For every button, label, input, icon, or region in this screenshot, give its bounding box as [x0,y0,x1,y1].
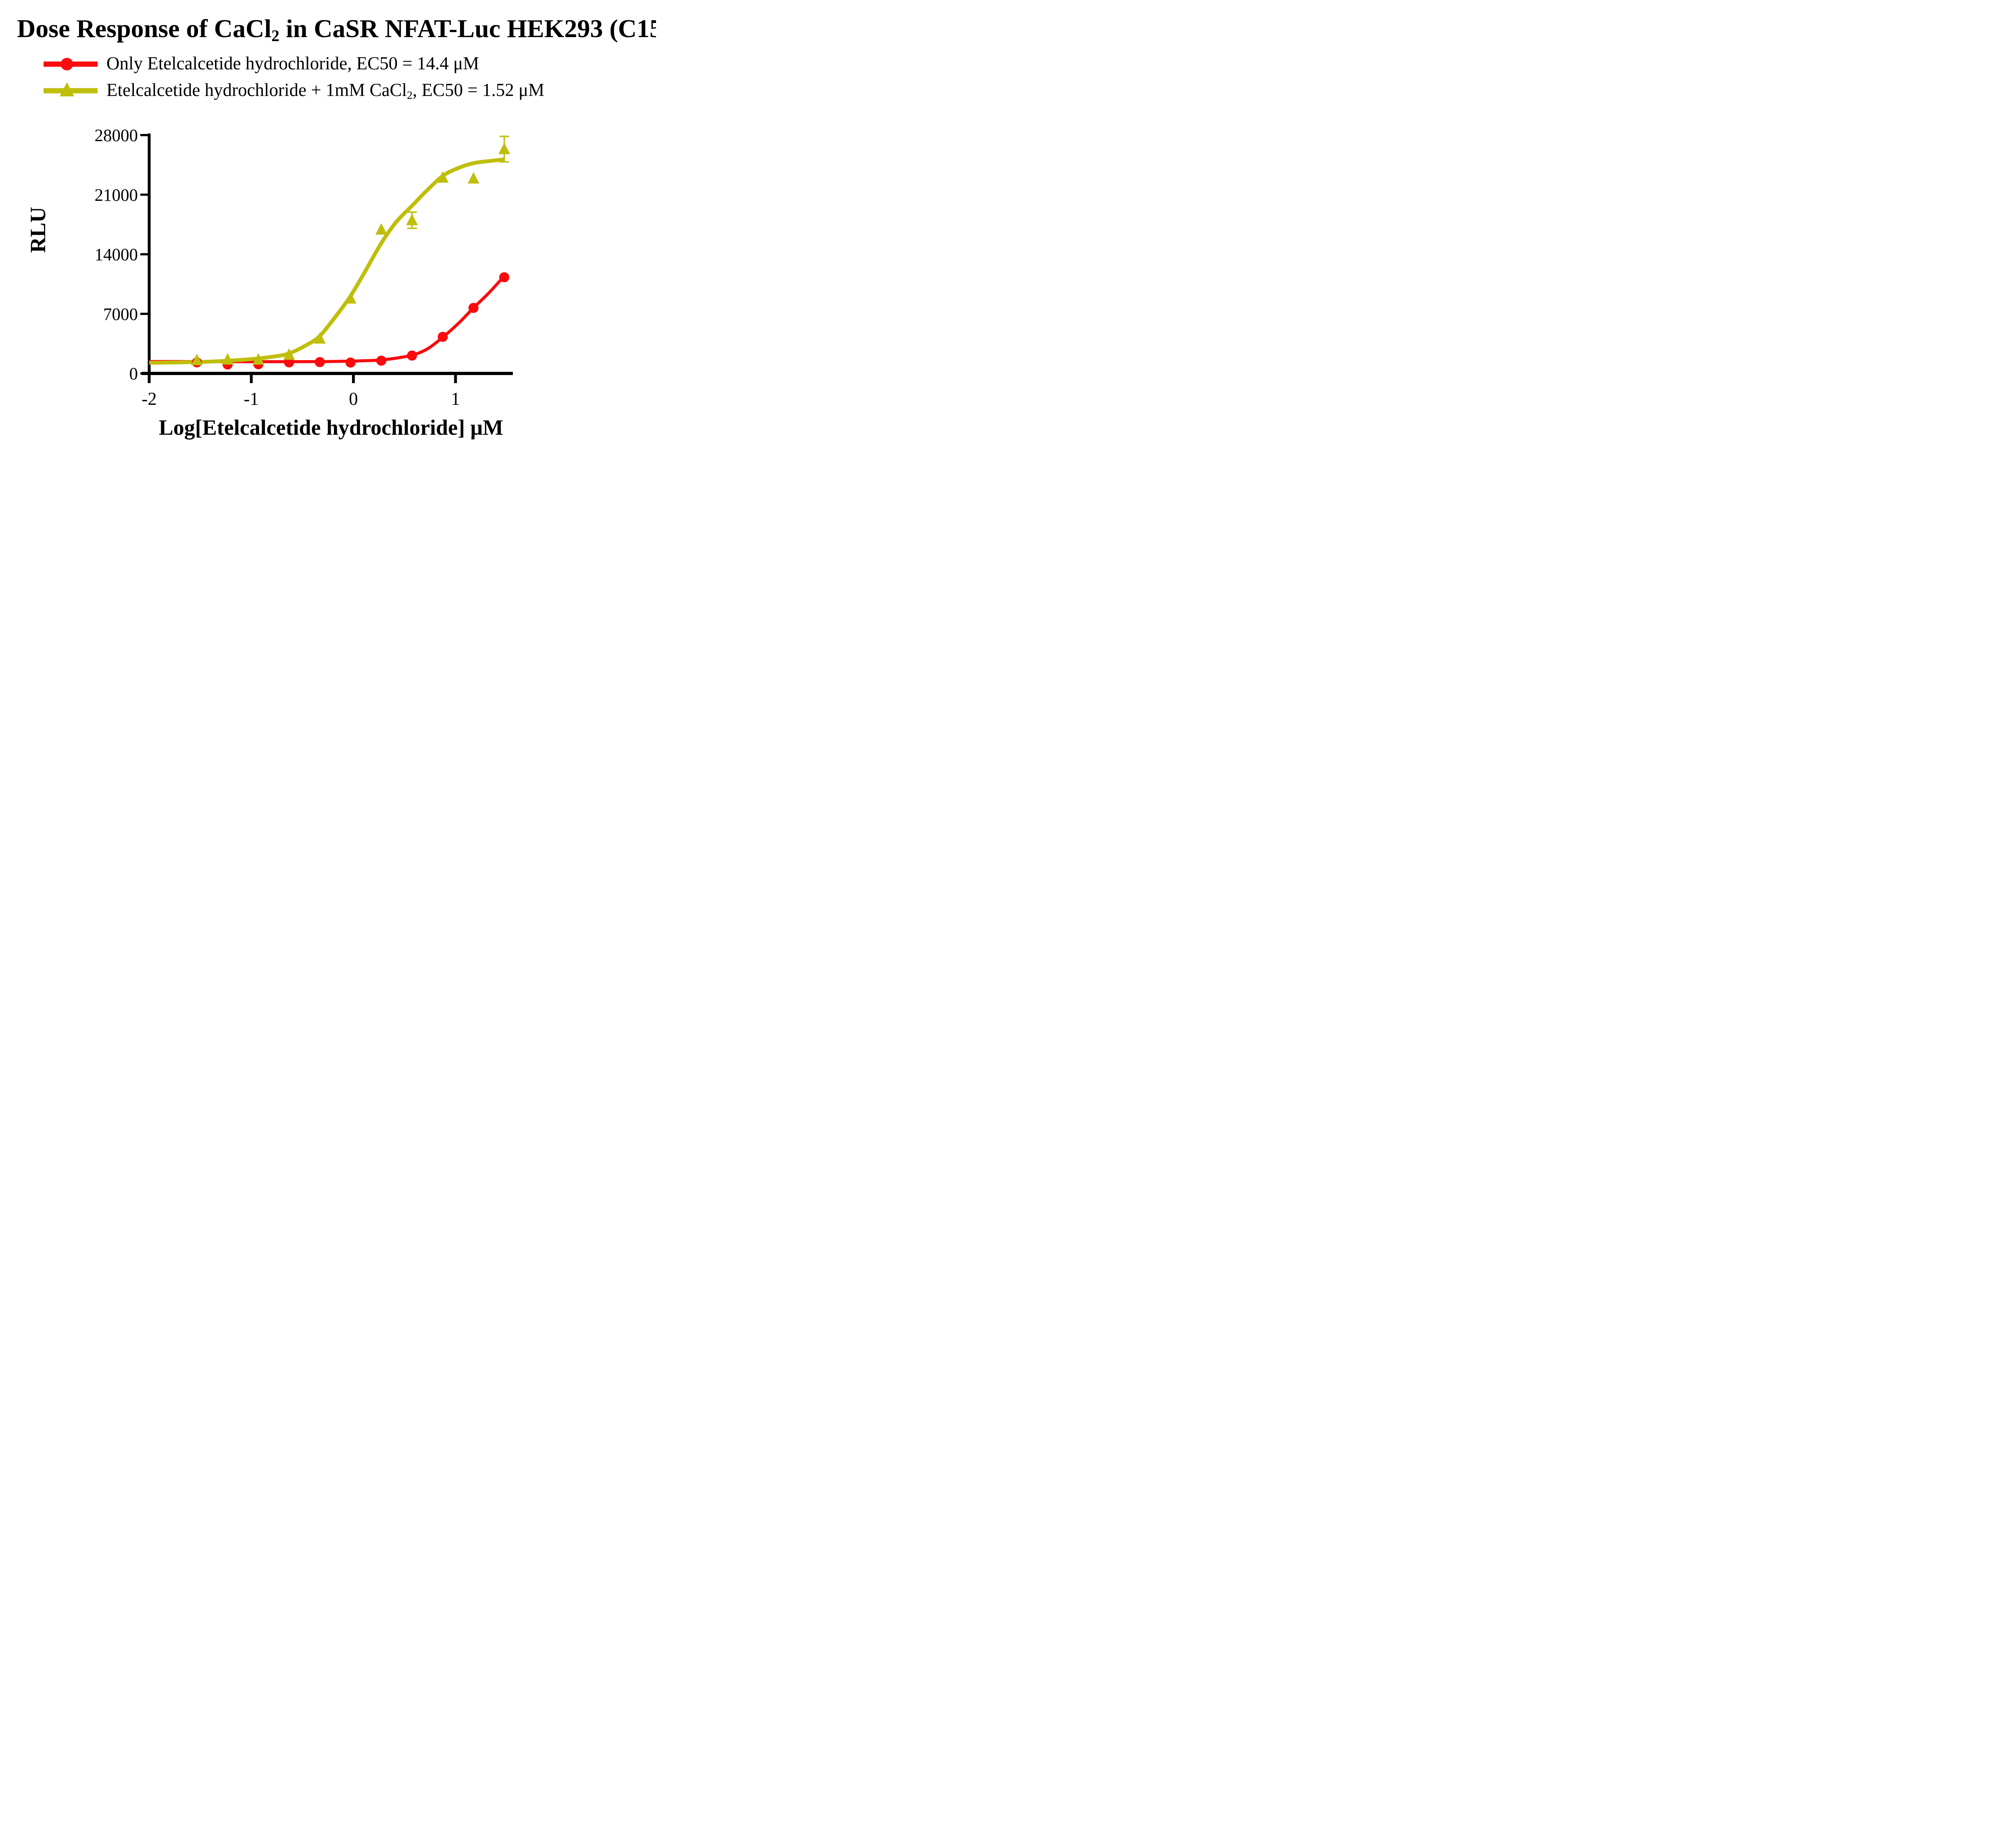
data-point-olive-triangle [283,348,295,360]
data-point-olive-triangle [314,332,326,344]
data-point-red-circle [437,331,448,342]
x-tick-label: -1 [244,389,259,409]
y-tick-label: 0 [129,365,138,384]
data-point-red-circle [499,272,510,282]
data-point-olive-triangle [467,172,479,184]
chart-title-text: Dose Response of CaCl [17,14,272,43]
dose-response-chart: 0 7000 14000 21000 28000 -2 -1 0 1 Log[Etelcalcet… [26,126,513,440]
fit-curve-red [149,275,506,363]
data-point-red-circle [468,302,479,313]
data-point-olive-triangle [406,214,418,225]
y-tick-label: 7000 [103,305,138,324]
y-tick-label: 14000 [95,246,138,265]
chart-title-subscript: 2 [271,27,279,45]
red-circle-legend-icon [44,58,98,71]
x-tick-label: 1 [451,389,460,409]
olive-triangle-legend-icon [44,82,98,96]
x-tick-label: 0 [349,389,358,409]
data-point-olive-triangle [437,171,449,183]
legend-item-olive: Etelcalcetide hydrochloride + 1mM CaCl2,… [40,78,544,103]
legend-item-red: Only Etelcalcetide hydrochloride, EC50 =… [40,52,479,77]
x-tick-label: -2 [142,389,157,409]
data-point-olive-triangle [221,353,233,365]
data-point-olive-triangle [252,353,264,365]
data-point-olive-triangle [191,354,203,365]
y-tick-label: 28000 [95,126,138,145]
chart-title: Dose Response of CaCl2 in CaSR NFAT-Luc … [17,14,656,45]
legend-label-olive: Etelcalcetide hydrochloride + 1mM CaCl2,… [106,80,545,102]
x-axis-title: Log[Etelcalcetide hydrochloride] μM [159,415,503,440]
legend-label-red: Only Etelcalcetide hydrochloride, EC50 =… [106,53,479,74]
data-point-red-circle [345,357,356,368]
data-point-olive-triangle [375,223,387,235]
data-point-red-circle [376,355,387,366]
data-point-red-circle [407,350,417,361]
figure-page: Dose Response of CaCl2 in CaSR NFAT-Luc … [0,0,656,456]
y-axis-title: RLU [26,207,50,253]
y-tick-label: 21000 [95,186,138,205]
data-point-red-circle [314,357,325,367]
fit-curve-olive [149,157,505,365]
data-point-olive-triangle [344,292,356,304]
data-point-red-circle [284,357,294,368]
chart-title-rest: in CaSR NFAT-Luc HEK293 (C15) [279,14,656,43]
data-point-olive-triangle [498,142,510,154]
